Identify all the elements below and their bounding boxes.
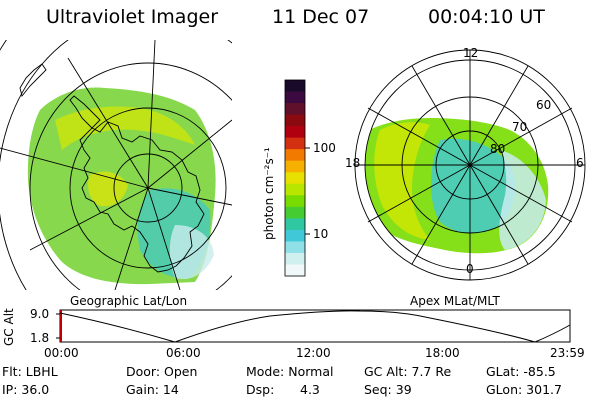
header-time: 00:04:10 UT — [428, 6, 545, 28]
info-ip: IP: 36.0 — [2, 382, 50, 397]
lat-circle-3 — [29, 62, 232, 290]
aurora-cyan-center — [431, 138, 516, 234]
mlat-label-60: 60 — [536, 98, 552, 112]
info-seq: Seq: 39 — [364, 382, 412, 397]
colorbar — [284, 79, 310, 277]
info-gain: Gain: 14 — [126, 382, 179, 397]
colorbar-cell — [285, 195, 305, 208]
aurora-green-band — [55, 106, 195, 150]
header-date: 11 Dec 07 — [272, 6, 370, 28]
peninsula-outline — [69, 95, 101, 129]
colorbar-label-10: 10 — [313, 227, 329, 241]
colorbar-cell — [285, 229, 305, 242]
colorbar-cell — [285, 91, 305, 104]
magnetic-map — [354, 49, 586, 281]
gc-xtick-0600: 06:00 — [166, 346, 201, 360]
gc-ytick-1-8: 1.8 — [30, 331, 50, 345]
mlt-label-18: 18 — [345, 156, 361, 170]
colorbar-cell — [285, 183, 305, 196]
mlat-label-80: 80 — [490, 142, 506, 156]
geographic-map — [0, 40, 232, 290]
colorbar-unit-label: photon cm⁻²s⁻¹ — [262, 147, 276, 240]
info-filter: Flt: LBHL — [2, 364, 58, 379]
colorbar-cell — [285, 172, 305, 185]
gc-alt-curve — [59, 310, 571, 343]
south-america-outline — [19, 63, 47, 97]
colorbar-cell — [285, 206, 305, 219]
info-glon: GLon: 301.7 — [486, 382, 562, 397]
colorbar-cell — [285, 241, 305, 254]
lon-lines — [0, 40, 232, 290]
lat-circle-1 — [113, 153, 183, 223]
gc-plot-frame — [59, 309, 571, 343]
info-gc-alt: GC Alt: 7.7 Re — [364, 364, 452, 379]
lat-circle-2 — [69, 107, 227, 269]
gc-axis-label: GC Alt — [2, 308, 16, 346]
app-title: Ultraviolet Imager — [46, 6, 219, 28]
colorbar-label-100: 100 — [313, 141, 336, 155]
colorbar-cell — [285, 126, 305, 139]
right-map-caption: Apex MLat/MLT — [410, 294, 500, 308]
gc-xtick-0000: 00:00 — [44, 346, 79, 360]
gc-ytick-9: 9.0 — [30, 307, 50, 321]
gc-xtick-1200: 12:00 — [296, 346, 331, 360]
aurora-pale-patch — [169, 225, 214, 280]
info-dsp-value: 4.3 — [300, 382, 320, 397]
gc-xtick-2359: 23:59 — [550, 346, 585, 360]
aurora-pale-edge — [499, 150, 546, 250]
colorbar-cell — [285, 252, 305, 265]
colorbar-cell — [285, 218, 305, 231]
info-mode: Mode: Normal — [246, 364, 334, 379]
mlt-label-0: 0 — [466, 262, 474, 276]
colorbar-cell — [285, 114, 305, 127]
info-door: Door: Open — [126, 364, 198, 379]
mlt-label-6: 6 — [576, 156, 584, 170]
mlat-label-70: 70 — [512, 120, 528, 134]
info-glat: GLat: -85.5 — [486, 364, 556, 379]
mlt-diagonals — [367, 65, 573, 265]
colorbar-cell — [285, 160, 305, 173]
colorbar-cell — [285, 80, 305, 93]
colorbar-cell — [285, 137, 305, 150]
gc-alt-plot — [56, 309, 571, 343]
left-map-caption: Geographic Lat/Lon — [70, 294, 188, 308]
colorbar-cell — [285, 149, 305, 162]
info-dsp-label: Dsp: — [246, 382, 275, 397]
colorbar-cell — [285, 103, 305, 116]
mlt-label-12: 12 — [463, 46, 479, 60]
continent-outline — [79, 121, 205, 273]
gc-xtick-1800: 18:00 — [425, 346, 460, 360]
colorbar-frame — [284, 79, 306, 277]
colorbar-cell — [285, 264, 305, 277]
